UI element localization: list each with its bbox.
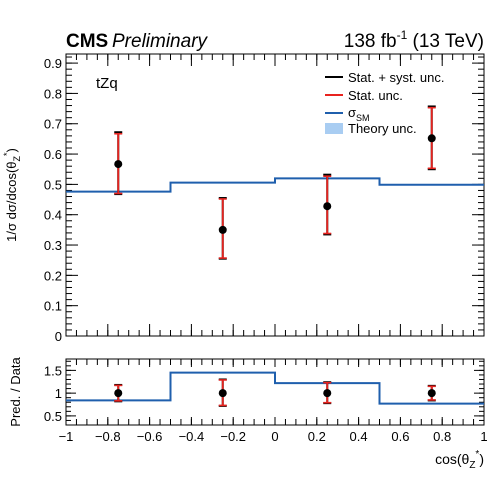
- main-ytick-label: 0: [55, 329, 62, 344]
- x-tick-label: 0.8: [433, 429, 451, 444]
- main-data-point: [427, 134, 436, 143]
- legend-total-label: Stat. + syst. unc.: [348, 70, 444, 85]
- ratio-data-point: [323, 389, 332, 398]
- main-y-axis: 0 0.1 0.2 0.3 0.4 0.5 0.6 0.7 0.8 0.9: [44, 56, 484, 344]
- ratio-ytick-label: 1: [55, 386, 62, 401]
- x-tick-label: −1: [59, 429, 74, 444]
- main-ytick-label: 0.1: [44, 299, 62, 314]
- x-tick-label: −0.2: [220, 429, 246, 444]
- lumi-label: 138 fb-1 (13 TeV): [344, 28, 484, 52]
- data-points: [114, 105, 436, 260]
- ratio-x-axis: −1 −0.8 −0.6 −0.4 −0.2 0 0.2 0.4 0.6 0.8 1: [59, 359, 488, 444]
- legend-sm-label: σSM: [348, 105, 370, 123]
- ratio-prediction-line: [66, 371, 484, 405]
- x-tick-label: 0: [271, 429, 278, 444]
- x-tick-label: 0.2: [308, 429, 326, 444]
- ratio-points: [114, 378, 436, 407]
- process-label: tZq: [96, 75, 118, 92]
- ratio-ytick-label: 0.5: [44, 409, 62, 424]
- main-frame: [65, 53, 485, 337]
- ratio-ytick-label: 1.5: [44, 363, 62, 378]
- main-ytick-label: 0.9: [44, 56, 62, 71]
- ratio-prediction: [66, 371, 484, 405]
- x-tick-label: −0.8: [95, 429, 121, 444]
- x-tick-label: 0.6: [391, 429, 409, 444]
- main-ytick-label: 0.8: [44, 86, 62, 101]
- ratio-data-point: [114, 389, 123, 398]
- preliminary-label: Preliminary: [112, 31, 209, 52]
- main-prediction-line: [66, 177, 484, 193]
- main-ytick-label: 0.6: [44, 147, 62, 162]
- main-data-point: [114, 160, 123, 169]
- main-y-title: 1/σ dσ/dcos(θZ*): [2, 148, 22, 242]
- main-ytick-label: 0.5: [44, 177, 62, 192]
- main-ytick-label: 0.7: [44, 117, 62, 132]
- main-panel: 0 0.1 0.2 0.3 0.4 0.5 0.6 0.7 0.8 0.9 tZq: [44, 53, 485, 344]
- x-tick-label: 1: [480, 429, 487, 444]
- main-ytick-label: 0.2: [44, 268, 62, 283]
- main-data-point: [218, 225, 227, 234]
- main-ytick-label: 0.3: [44, 238, 62, 253]
- legend-stat-label: Stat. unc.: [348, 88, 403, 103]
- sm-prediction: [66, 177, 484, 193]
- x-tick-label: −0.6: [137, 429, 163, 444]
- main-ytick-label: 0.4: [44, 208, 62, 223]
- cms-label: CMS: [66, 31, 108, 52]
- legend: Stat. + syst. unc. Stat. unc. σSM Theory…: [325, 70, 444, 136]
- x-axis-title: cos(θZ*): [435, 449, 484, 471]
- ratio-panel: 0.5 1 1.5 −1 −0.8 −0.6 −0.4 −0.2 0 0.2 0.4 0.6 0.8 1: [44, 358, 488, 444]
- x-tick-label: 0.4: [350, 429, 368, 444]
- legend-theory-box: [325, 123, 343, 134]
- ratio-frame: [65, 358, 485, 426]
- ratio-y-title: Pred. / Data: [8, 357, 23, 427]
- ratio-y-axis: 0.5 1 1.5: [44, 360, 484, 426]
- main-x-ticks: [65, 54, 485, 336]
- main-data-point: [323, 202, 332, 211]
- ratio-data-point: [218, 389, 227, 398]
- x-tick-label: −0.4: [179, 429, 205, 444]
- legend-theory-label: Theory unc.: [348, 121, 417, 136]
- ratio-data-point: [427, 389, 436, 398]
